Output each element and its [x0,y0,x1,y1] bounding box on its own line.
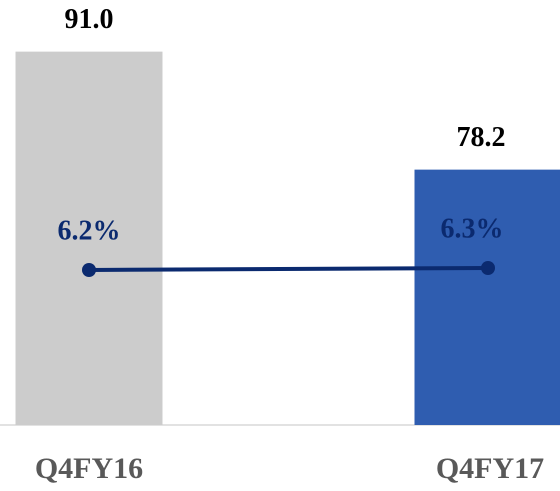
x-tick-label: Q4FY16 [35,452,143,485]
line-point [481,261,495,275]
bar [15,51,163,426]
x-tick-label: Q4FY17 [436,452,544,485]
bar-value-label: 91.0 [65,4,114,35]
bar [414,169,560,425]
line-value-label: 6.2% [58,215,121,246]
line-series [88,266,489,272]
line-point [82,263,96,277]
line-value-label: 6.3% [441,213,504,244]
bar-value-label: 78.2 [457,122,506,153]
